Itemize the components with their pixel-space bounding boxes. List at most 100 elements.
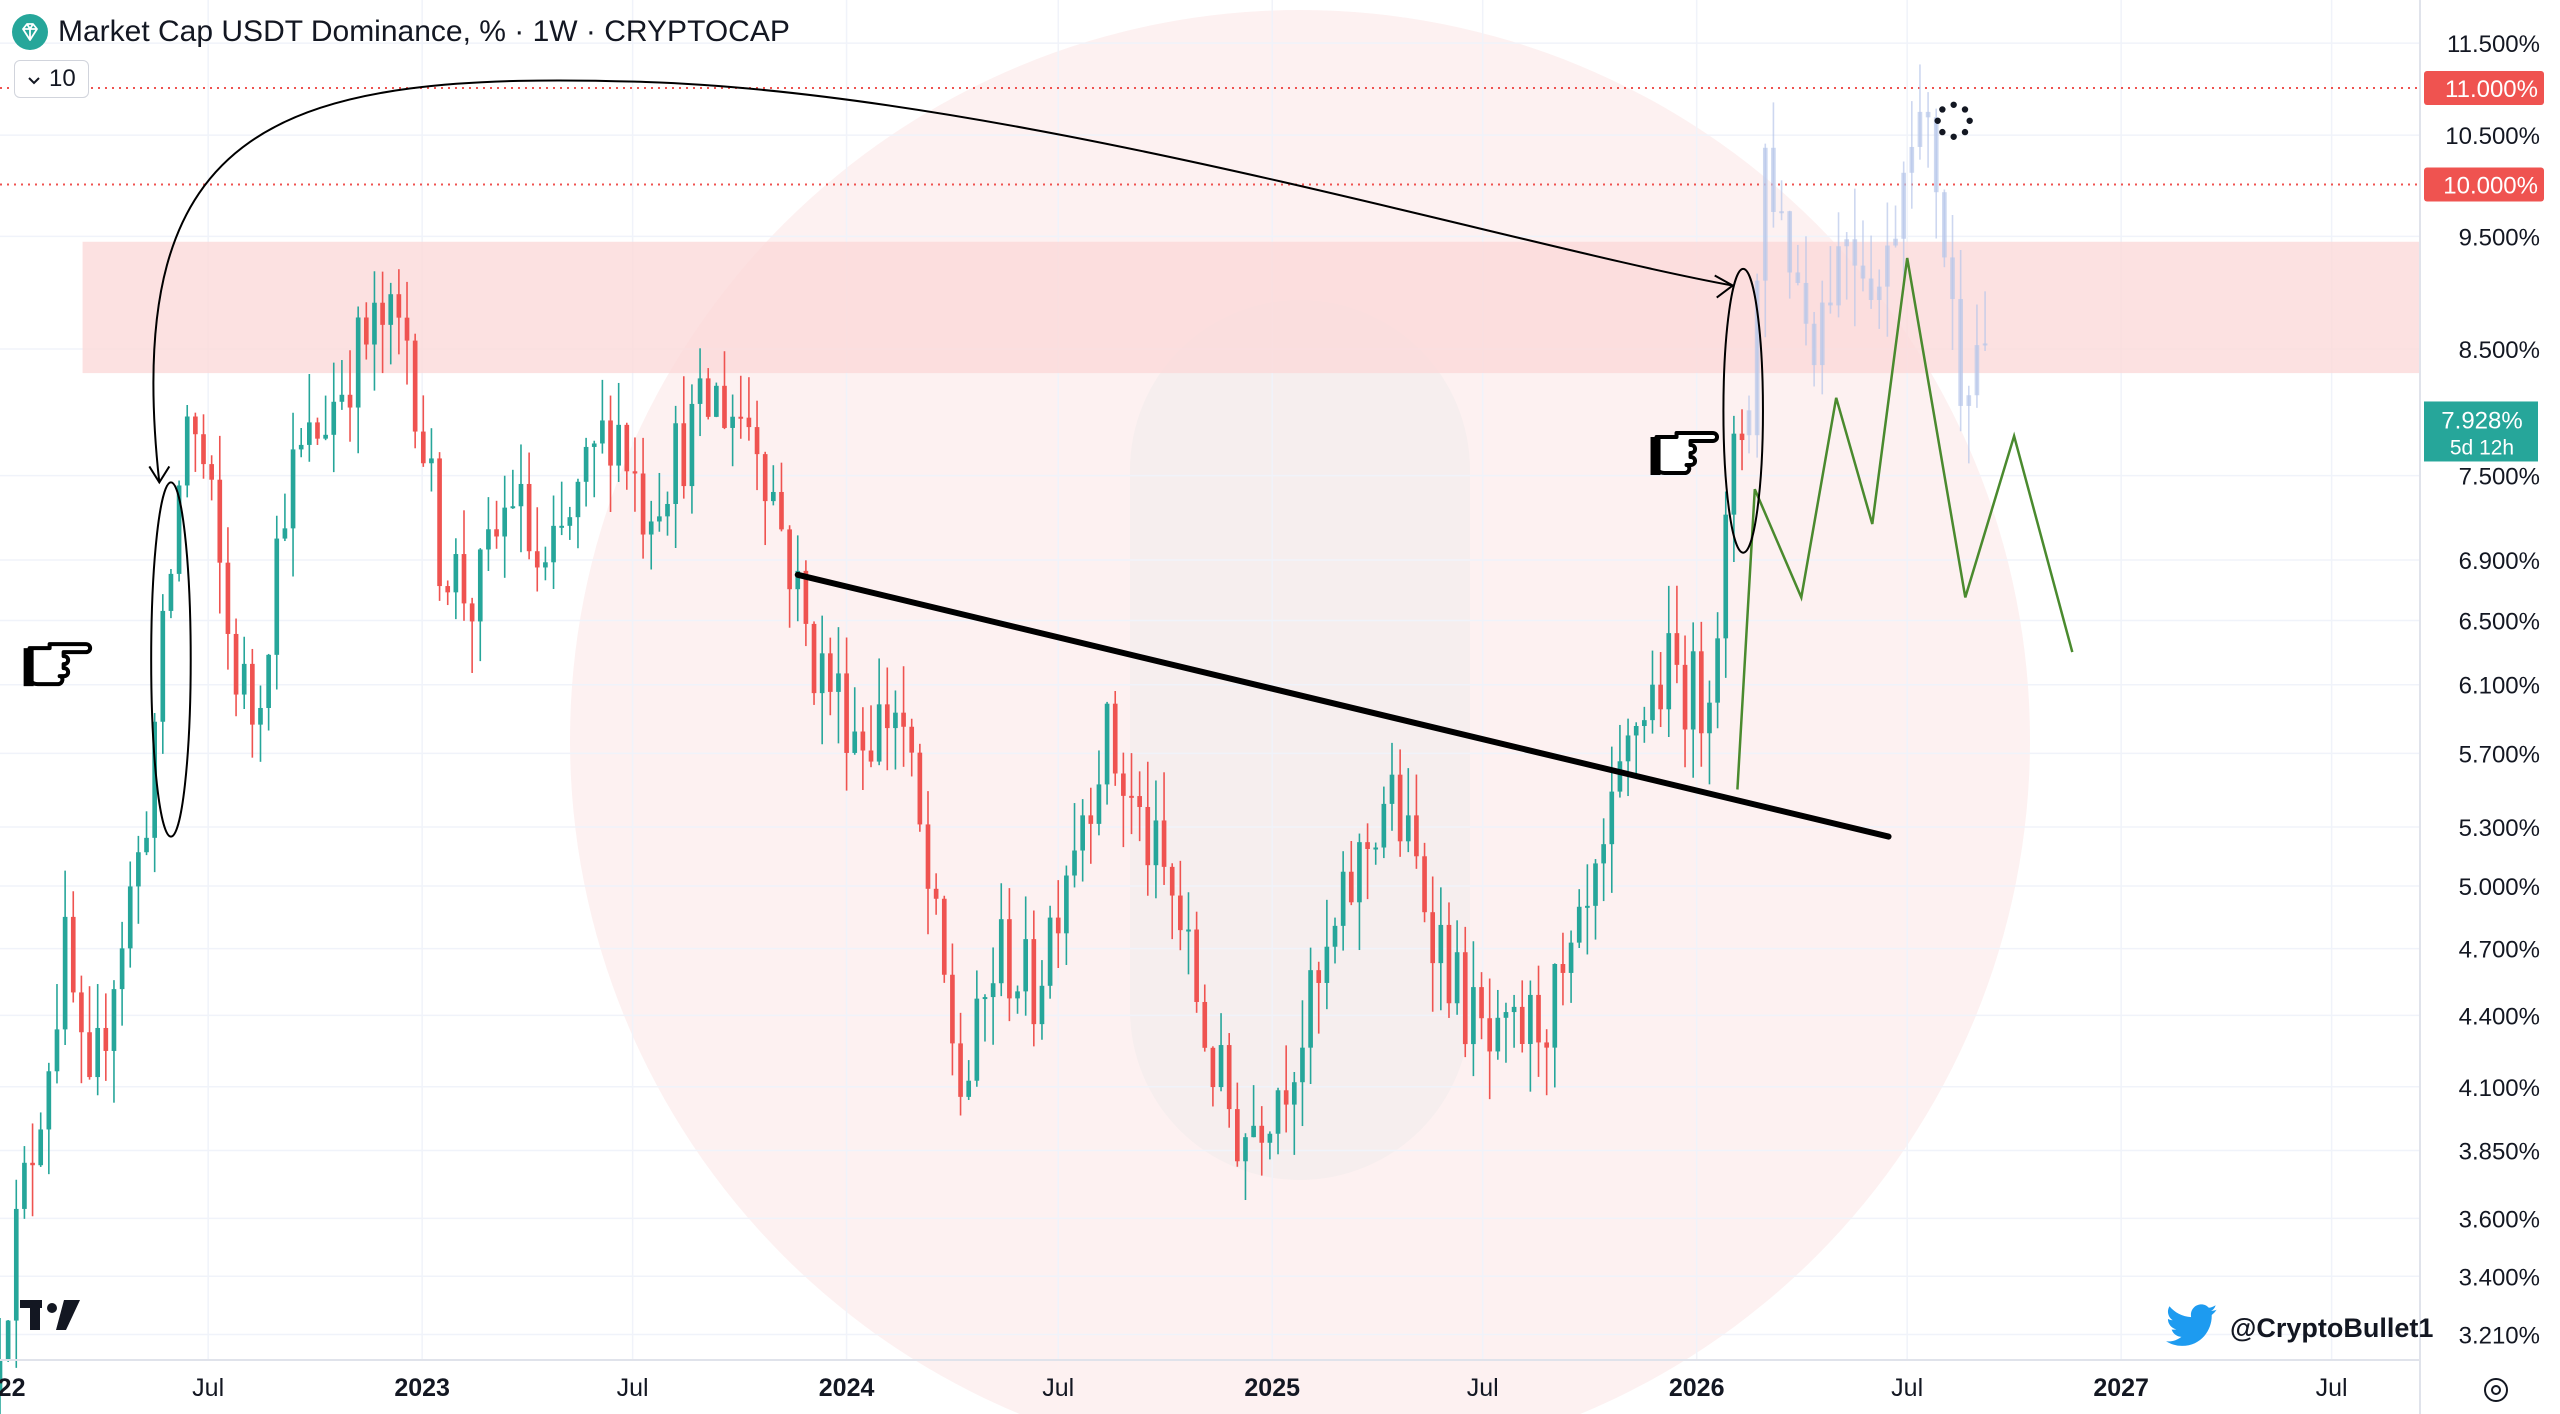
- candle-body: [127, 886, 133, 949]
- candle-body: [754, 427, 760, 455]
- candle-body: [1178, 895, 1183, 931]
- y-tick-label: 11.500%: [2447, 31, 2540, 58]
- gear-icon[interactable]: [2472, 1366, 2520, 1414]
- candle-body: [941, 898, 947, 975]
- x-tick-label: 2026: [1669, 1374, 1725, 1402]
- grid: [0, 0, 2420, 1360]
- projection-path[interactable]: [1736, 257, 2074, 790]
- ghost-candle-body: [1966, 395, 1972, 406]
- candle-body: [998, 919, 1004, 984]
- candle-body: [38, 1129, 44, 1166]
- ghost-candle-body: [1868, 278, 1874, 300]
- level-badge: [2424, 167, 2544, 202]
- candle-body: [331, 401, 337, 435]
- candle-body: [1674, 633, 1680, 665]
- y-tick-label: 5.700%: [2459, 741, 2540, 768]
- spinner-dot: [1966, 117, 1973, 124]
- candle-body: [974, 998, 980, 1081]
- candle-body: [1666, 633, 1672, 710]
- candle-body: [787, 529, 792, 590]
- candle-body: [136, 852, 141, 887]
- candle-body: [1340, 871, 1346, 926]
- candle-body: [95, 1027, 101, 1078]
- y-tick-label: 9.500%: [2459, 224, 2540, 251]
- x-tick-label: Jul: [192, 1374, 224, 1402]
- resistance-zone-rect: [82, 241, 2420, 374]
- candle-body: [1104, 703, 1110, 785]
- candle-body: [876, 704, 882, 762]
- candle-body: [901, 712, 906, 727]
- ghost-candle-body: [1836, 246, 1841, 306]
- candle-body: [445, 586, 451, 593]
- arrow-tail-head: [148, 465, 171, 485]
- tradingview-logo-icon[interactable]: [20, 1300, 82, 1339]
- author-handle: @CryptoBullet1: [2230, 1312, 2434, 1343]
- candle-body: [1609, 791, 1615, 845]
- candle-body: [746, 417, 752, 428]
- candle-body: [111, 989, 117, 1051]
- chart-header: Market Cap USDT Dominance, % · 1W · CRYP…: [12, 12, 790, 52]
- time-axis[interactable]: 2022 Jul 2023 Jul 2024 Jul 2025 Jul 2026 Jul 2027 J…: [0, 1359, 2420, 1402]
- candle-body: [762, 454, 768, 502]
- candle-body: [567, 517, 573, 526]
- candle-body: [575, 481, 581, 518]
- candle-body: [1658, 684, 1663, 710]
- candle-body: [510, 506, 516, 509]
- x-tick-label: 2022: [0, 1374, 25, 1402]
- candle-body: [453, 554, 459, 593]
- x-tick-label: Jul: [1042, 1374, 1074, 1402]
- candle-body: [950, 974, 955, 1044]
- candle-body: [771, 491, 776, 502]
- candle-body: [1536, 994, 1541, 1043]
- candle-body: [803, 570, 809, 624]
- candle-body: [608, 420, 613, 466]
- candle-body: [722, 385, 727, 428]
- candle-body: [925, 824, 931, 889]
- candle-body: [502, 507, 508, 537]
- candle-body: [1446, 924, 1452, 1004]
- ghost-candle-body: [1909, 146, 1915, 173]
- candle-body: [1715, 638, 1720, 703]
- candle-body: [119, 948, 125, 990]
- ghost-candle-body: [1876, 286, 1882, 300]
- candle-body: [30, 1162, 35, 1166]
- candle-body: [1161, 820, 1167, 867]
- diamond-icon: [12, 14, 48, 50]
- candle-body: [657, 516, 662, 522]
- projection-line[interactable]: [1736, 257, 2074, 790]
- ghost-candle-body: [1982, 343, 1988, 346]
- candle-body: [160, 610, 166, 722]
- candle-body: [1169, 866, 1175, 896]
- candle-body: [1283, 1090, 1289, 1105]
- candle-body: [233, 633, 239, 695]
- x-tick-label: 2025: [1244, 1374, 1300, 1402]
- spinner-dot: [1939, 128, 1946, 136]
- trendline-segment[interactable]: [794, 571, 1892, 840]
- interval-dropdown[interactable]: 10: [14, 60, 89, 98]
- candle-body: [1576, 906, 1582, 943]
- candle-body: [469, 603, 475, 622]
- bitcoin-watermark: [570, 10, 2030, 1414]
- candle-body: [1617, 761, 1623, 792]
- candle-body: [1316, 970, 1322, 983]
- y-tick-label: 6.900%: [2459, 548, 2540, 575]
- candle-body: [22, 1162, 27, 1209]
- candle-body: [966, 1080, 972, 1097]
- ghost-candle-body: [1811, 323, 1817, 366]
- candle-body: [1552, 964, 1558, 1048]
- ghost-candle-body: [1893, 238, 1898, 246]
- candle-body: [152, 721, 157, 838]
- candle-body: [1495, 1017, 1501, 1052]
- horizontal-levels: [0, 87, 2420, 186]
- candle-body: [282, 528, 288, 539]
- y-tick-label: 4.400%: [2459, 1003, 2540, 1030]
- trendline[interactable]: [794, 571, 1892, 840]
- candle-body: [1080, 815, 1085, 851]
- candle-body: [1291, 1082, 1297, 1105]
- ghost-candle-body: [1917, 111, 1923, 147]
- candle-body: [1503, 1012, 1509, 1018]
- candle-body: [1560, 964, 1566, 973]
- chevron-down-icon: [27, 65, 41, 93]
- price-axis[interactable]: 3.210% 3.400% 3.600% 3.850% 4.100% 4.400% 4.70…: [2419, 0, 2544, 1414]
